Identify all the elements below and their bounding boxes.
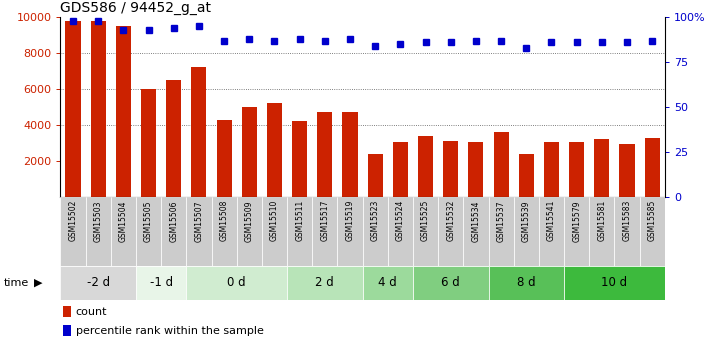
Bar: [63, 325, 70, 336]
Text: GSM15517: GSM15517: [321, 200, 329, 242]
Bar: [242, 107, 257, 197]
Bar: [594, 139, 609, 197]
Text: GSM15510: GSM15510: [270, 200, 279, 242]
Bar: [166, 80, 181, 197]
Bar: [443, 141, 459, 197]
Text: 8 d: 8 d: [517, 276, 535, 289]
Text: GSM15511: GSM15511: [295, 200, 304, 242]
Bar: [85, 197, 111, 266]
Bar: [614, 197, 640, 266]
Bar: [65, 21, 80, 197]
Bar: [569, 142, 584, 197]
Bar: [368, 154, 383, 197]
Bar: [438, 197, 464, 266]
Bar: [493, 132, 508, 197]
Bar: [619, 144, 635, 197]
Bar: [488, 266, 564, 300]
Bar: [60, 266, 136, 300]
Bar: [645, 138, 660, 197]
Bar: [539, 197, 564, 266]
Bar: [544, 142, 559, 197]
Bar: [418, 136, 433, 197]
Bar: [60, 197, 85, 266]
Text: GSM15502: GSM15502: [68, 200, 77, 242]
Text: 2 d: 2 d: [316, 276, 334, 289]
Text: GSM15506: GSM15506: [169, 200, 178, 242]
Text: GSM15583: GSM15583: [623, 200, 631, 242]
Text: GSM15579: GSM15579: [572, 200, 581, 242]
Bar: [63, 306, 70, 317]
Bar: [287, 197, 312, 266]
Text: GSM15585: GSM15585: [648, 200, 657, 242]
Bar: [393, 142, 408, 197]
Text: GSM15505: GSM15505: [144, 200, 153, 242]
Bar: [136, 197, 161, 266]
Bar: [116, 26, 131, 197]
Bar: [488, 197, 514, 266]
Text: GSM15537: GSM15537: [496, 200, 506, 242]
Bar: [363, 197, 387, 266]
Bar: [262, 197, 287, 266]
Bar: [136, 266, 186, 300]
Bar: [111, 197, 136, 266]
Text: -1 d: -1 d: [149, 276, 173, 289]
Bar: [469, 142, 483, 197]
Bar: [312, 197, 338, 266]
Text: GSM15541: GSM15541: [547, 200, 556, 242]
Bar: [186, 197, 212, 266]
Bar: [191, 68, 206, 197]
Bar: [161, 197, 186, 266]
Bar: [292, 121, 307, 197]
Bar: [237, 197, 262, 266]
Text: ▶: ▶: [34, 278, 43, 288]
Bar: [640, 197, 665, 266]
Bar: [519, 154, 534, 197]
Bar: [212, 197, 237, 266]
Text: GSM15523: GSM15523: [370, 200, 380, 242]
Bar: [589, 197, 614, 266]
Text: GSM15525: GSM15525: [421, 200, 430, 242]
Text: -2 d: -2 d: [87, 276, 109, 289]
Text: GSM15507: GSM15507: [194, 200, 203, 242]
Bar: [343, 112, 358, 197]
Bar: [217, 119, 232, 197]
Bar: [514, 197, 539, 266]
Bar: [363, 266, 413, 300]
Text: GSM15509: GSM15509: [245, 200, 254, 242]
Text: 4 d: 4 d: [378, 276, 397, 289]
Bar: [287, 266, 363, 300]
Bar: [387, 197, 413, 266]
Bar: [413, 266, 488, 300]
Bar: [564, 197, 589, 266]
Bar: [141, 89, 156, 197]
Bar: [91, 21, 106, 197]
Text: 10 d: 10 d: [602, 276, 628, 289]
Text: GSM15532: GSM15532: [447, 200, 455, 242]
Text: GSM15534: GSM15534: [471, 200, 481, 242]
Bar: [186, 266, 287, 300]
Bar: [338, 197, 363, 266]
Text: GDS586 / 94452_g_at: GDS586 / 94452_g_at: [60, 1, 211, 15]
Bar: [564, 266, 665, 300]
Text: 0 d: 0 d: [228, 276, 246, 289]
Text: GSM15581: GSM15581: [597, 200, 606, 242]
Text: GSM15504: GSM15504: [119, 200, 128, 242]
Text: GSM15524: GSM15524: [396, 200, 405, 242]
Bar: [413, 197, 438, 266]
Text: count: count: [75, 307, 107, 317]
Text: 6 d: 6 d: [442, 276, 460, 289]
Text: GSM15539: GSM15539: [522, 200, 531, 242]
Text: GSM15503: GSM15503: [94, 200, 102, 242]
Bar: [464, 197, 488, 266]
Bar: [267, 104, 282, 197]
Bar: [317, 112, 333, 197]
Text: time: time: [4, 278, 29, 288]
Text: percentile rank within the sample: percentile rank within the sample: [75, 326, 263, 336]
Text: GSM15508: GSM15508: [220, 200, 229, 242]
Text: GSM15519: GSM15519: [346, 200, 355, 242]
